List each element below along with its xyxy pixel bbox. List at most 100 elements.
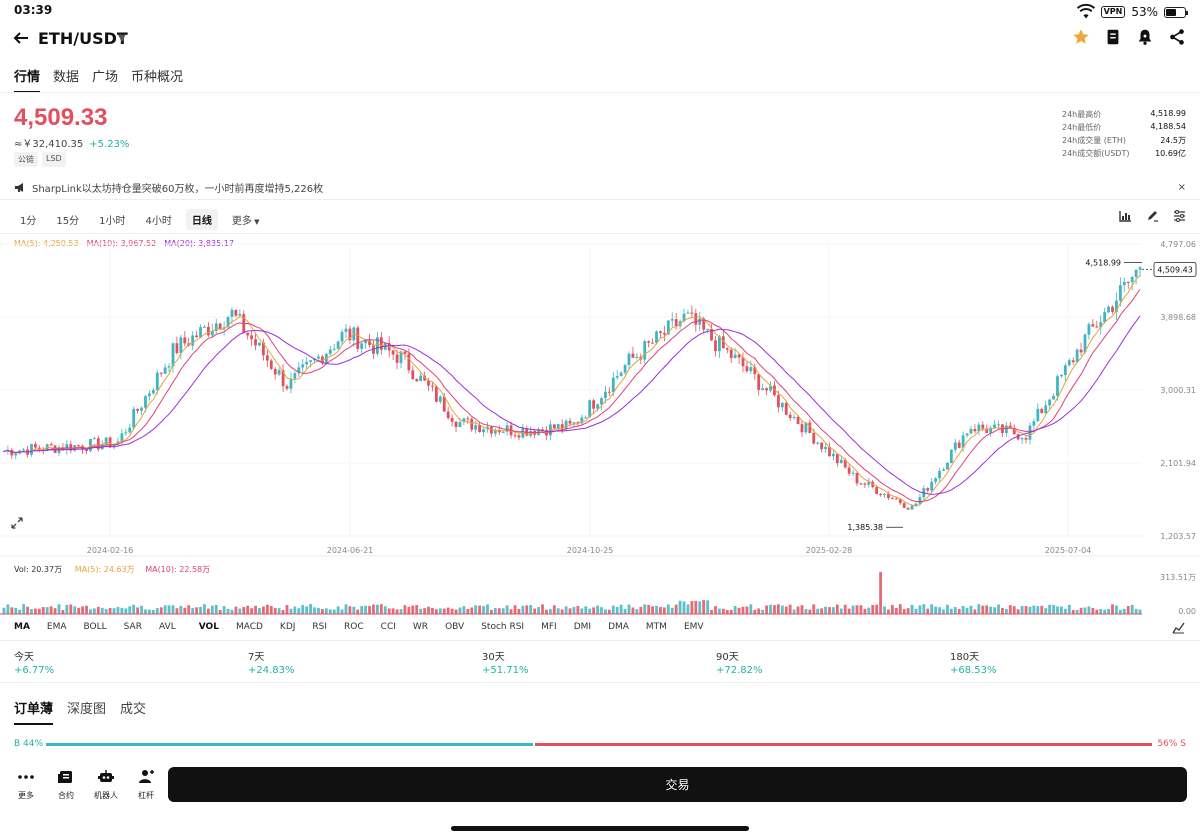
indicator-emv[interactable]: EMV bbox=[683, 622, 704, 632]
indicator-settings-icon[interactable] bbox=[1172, 622, 1185, 634]
candle-body bbox=[1134, 269, 1138, 277]
indicator-sar[interactable]: SAR bbox=[123, 622, 142, 632]
candle-body bbox=[407, 353, 411, 371]
volume-bar bbox=[69, 604, 73, 614]
fullscreen-expand-icon[interactable] bbox=[11, 517, 23, 529]
indicator-dma[interactable]: DMA bbox=[608, 622, 629, 632]
perf-label: 30天 bbox=[482, 652, 505, 663]
volume-bar bbox=[647, 605, 651, 614]
indicator-dmi[interactable]: DMI bbox=[573, 622, 592, 632]
volume-bar bbox=[592, 607, 596, 614]
volume-bar bbox=[749, 604, 753, 614]
volume-bar bbox=[1056, 606, 1059, 614]
chart-type-icon[interactable] bbox=[1119, 210, 1132, 222]
candle-body bbox=[120, 433, 124, 442]
indicator-avl[interactable]: AVL bbox=[158, 622, 176, 632]
volume-bar bbox=[262, 606, 265, 614]
divider bbox=[0, 92, 1200, 93]
back-arrow-icon[interactable] bbox=[12, 28, 30, 52]
candle-body bbox=[596, 404, 599, 409]
indicator-mfi[interactable]: MFI bbox=[541, 622, 557, 632]
volume-bar bbox=[879, 571, 882, 614]
volume-bar bbox=[226, 608, 230, 614]
indicator-macd[interactable]: MACD bbox=[235, 622, 263, 632]
close-icon[interactable]: × bbox=[1177, 182, 1186, 193]
interval-1m[interactable]: 1分 bbox=[20, 216, 37, 227]
high-price-label: 4,518.99 bbox=[1085, 259, 1121, 268]
tag-lsd[interactable]: LSD bbox=[42, 152, 66, 167]
candle-body bbox=[875, 487, 879, 494]
settings-sliders-icon[interactable] bbox=[1173, 210, 1186, 222]
interval-1d[interactable]: 日线 bbox=[185, 209, 218, 230]
candle-body bbox=[816, 442, 820, 444]
tab-trades[interactable]: 成交 bbox=[120, 702, 147, 717]
indicator-vol[interactable]: VOL bbox=[198, 622, 219, 632]
stat-label: 24h最低价 bbox=[1062, 123, 1102, 132]
indicator-obv[interactable]: OBV bbox=[445, 622, 465, 632]
candle-body bbox=[800, 424, 804, 433]
indicator-kdj[interactable]: KDJ bbox=[279, 622, 296, 632]
candle-body bbox=[812, 432, 816, 444]
candle-body bbox=[336, 341, 340, 349]
candle-body bbox=[600, 398, 603, 405]
candle-body bbox=[718, 336, 721, 352]
nav-more[interactable]: 更多 bbox=[10, 768, 42, 801]
indicator-mtm[interactable]: MTM bbox=[645, 622, 667, 632]
volume-bar bbox=[934, 606, 938, 614]
share-icon[interactable] bbox=[1168, 28, 1186, 46]
volume-bar bbox=[403, 605, 407, 614]
interval-1h[interactable]: 1小时 bbox=[99, 216, 126, 227]
nav-robot[interactable]: 机器人 bbox=[90, 768, 122, 801]
indicator-rsi[interactable]: RSI bbox=[312, 622, 328, 632]
nav-contract[interactable]: 合约 bbox=[50, 768, 82, 801]
tab-depth-chart[interactable]: 深度图 bbox=[67, 702, 107, 717]
candle-body bbox=[226, 316, 230, 328]
battery-percent: 53% bbox=[1131, 5, 1158, 19]
cny-price: ≈￥32,410.35 bbox=[14, 139, 84, 150]
indicator-wr[interactable]: WR bbox=[412, 622, 429, 632]
volume-bar bbox=[368, 606, 371, 614]
tab-orderbook[interactable]: 订单薄 bbox=[14, 698, 54, 725]
interval-4h[interactable]: 4小时 bbox=[145, 216, 172, 227]
volume-bar bbox=[1028, 606, 1032, 614]
kline-chart[interactable]: 4,797.06 3,898.68 3,000.31 2,101.94 1,203.57… bbox=[0, 234, 1200, 624]
volume-bar bbox=[191, 607, 195, 614]
chevron-down-icon[interactable]: ▼ bbox=[118, 33, 126, 44]
volume-bar bbox=[604, 609, 607, 614]
news-ticker[interactable]: SharpLink以太坊持仓量突破60万枚，一小时前再度增持5,226枚 × bbox=[14, 180, 1186, 195]
candle-body bbox=[985, 428, 989, 433]
volume-bar bbox=[1075, 609, 1079, 614]
indicator-boll[interactable]: BOLL bbox=[83, 622, 107, 632]
tab-market[interactable]: 行情 bbox=[14, 66, 41, 93]
pair-title[interactable]: ETH/USDT bbox=[38, 29, 128, 48]
notes-icon[interactable] bbox=[1104, 28, 1122, 46]
candle-body bbox=[1138, 267, 1142, 270]
tab-coin-overview[interactable]: 币种概况 bbox=[131, 70, 184, 85]
interval-15m[interactable]: 15分 bbox=[56, 216, 80, 227]
trade-button[interactable]: 交易 bbox=[168, 767, 1187, 802]
tab-square[interactable]: 广场 bbox=[92, 70, 119, 85]
indicator-ma[interactable]: MA bbox=[14, 622, 30, 632]
tag-public-chain[interactable]: 公链 bbox=[14, 152, 38, 167]
candle-body bbox=[804, 422, 808, 433]
nav-leverage[interactable]: 杠杆 bbox=[130, 768, 162, 801]
volume-bar bbox=[112, 608, 116, 614]
star-icon[interactable] bbox=[1072, 28, 1090, 46]
candle-body bbox=[631, 353, 635, 358]
tab-data[interactable]: 数据 bbox=[53, 70, 80, 85]
indicator-cci[interactable]: CCI bbox=[380, 622, 396, 632]
candle-body bbox=[981, 424, 985, 429]
candle-body bbox=[293, 373, 297, 379]
volume-bar bbox=[320, 609, 324, 614]
perf-value: +51.71% bbox=[482, 665, 529, 676]
indicator-roc[interactable]: ROC bbox=[344, 622, 364, 632]
volume-bar bbox=[580, 608, 584, 614]
indicator-stoch-rsi[interactable]: Stoch RSI bbox=[481, 622, 525, 632]
status-time: 03:39 bbox=[14, 3, 53, 17]
alert-bell-icon[interactable] bbox=[1136, 28, 1154, 46]
interval-more[interactable]: 更多 ▼ bbox=[226, 209, 266, 230]
candle-body bbox=[470, 418, 474, 430]
indicator-ema[interactable]: EMA bbox=[46, 622, 67, 632]
volume-bar bbox=[41, 607, 45, 614]
draw-pen-icon[interactable] bbox=[1146, 210, 1159, 222]
